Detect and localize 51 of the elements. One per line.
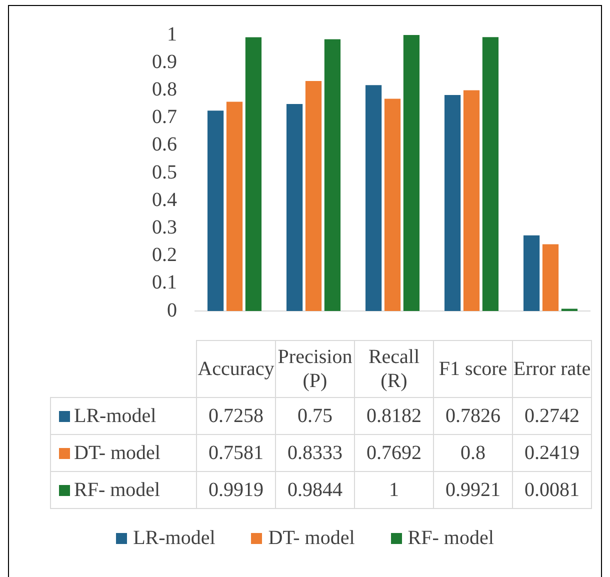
x-tick-label: Error rate xyxy=(512,340,592,398)
y-tick-label: 0.7 xyxy=(152,106,177,128)
data-label: 0.0081 xyxy=(512,472,592,508)
bar xyxy=(305,81,322,311)
y-tick-label: 0.8 xyxy=(152,78,177,100)
bar xyxy=(226,102,243,311)
x-tick-label: Accuracy xyxy=(196,340,276,398)
bar xyxy=(245,37,262,311)
y-tick-label: 0.5 xyxy=(152,161,177,184)
y-tick-label: 0 xyxy=(167,299,177,322)
bar xyxy=(403,35,420,311)
x-tick-label: Recall (R) xyxy=(354,340,434,398)
bar xyxy=(286,104,303,311)
y-tick-label: 0.9 xyxy=(152,50,177,73)
text: DT- model xyxy=(268,527,355,549)
bar xyxy=(482,37,499,311)
data-label: 0.75 xyxy=(276,398,354,434)
data-label: 0.8182 xyxy=(354,398,434,434)
legend-label: RF- model xyxy=(50,472,196,508)
y-tick-label: 0.6 xyxy=(152,134,177,156)
y-tick-label: 0.4 xyxy=(152,188,177,211)
bar xyxy=(324,39,341,311)
data-label: 0.7581 xyxy=(196,434,276,472)
legend-label: LR-model xyxy=(50,398,196,434)
data-label: 0.2742 xyxy=(512,398,592,434)
legend-label: DT- model xyxy=(50,434,196,472)
y-tick-label: 0.2 xyxy=(152,244,177,266)
data-label: 0.7692 xyxy=(354,434,434,472)
data-label: 0.8 xyxy=(434,434,512,472)
data-label: 1 xyxy=(354,472,434,508)
data-label: 0.9921 xyxy=(434,472,512,508)
data-label: 0.2419 xyxy=(512,434,592,472)
y-tick-label: 0.3 xyxy=(152,216,177,238)
text: RF- model xyxy=(408,527,494,549)
bar xyxy=(444,95,461,311)
y-tick-label: 0.1 xyxy=(152,272,177,294)
x-tick-label: Precision (P) xyxy=(276,340,354,398)
bar xyxy=(384,98,401,311)
data-label: 0.8333 xyxy=(276,434,354,472)
bar xyxy=(542,244,559,311)
text: LR-model xyxy=(133,527,216,549)
data-label: 0.7826 xyxy=(434,398,512,434)
bar xyxy=(523,235,540,311)
data-label: 0.9844 xyxy=(276,472,354,508)
data-label: 0.9919 xyxy=(196,472,276,508)
y-tick-label: 1 xyxy=(167,23,177,46)
x-tick-label: F1 score xyxy=(434,340,512,398)
bar xyxy=(463,90,480,311)
bar xyxy=(365,85,382,311)
bar xyxy=(207,110,224,311)
data-label: 0.7258 xyxy=(196,398,276,434)
